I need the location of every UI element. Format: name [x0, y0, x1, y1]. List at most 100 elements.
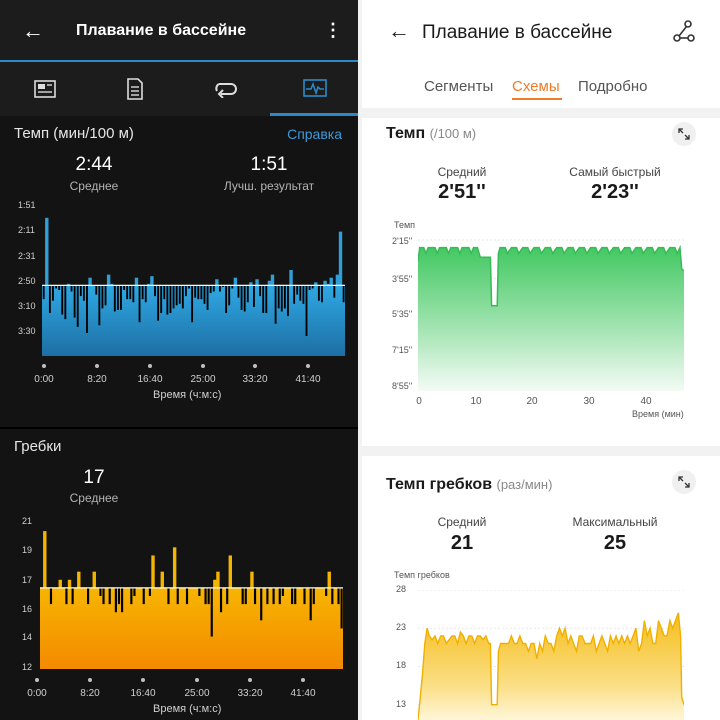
- strokes-bar: [185, 587, 189, 605]
- strokes-bar: [253, 587, 257, 605]
- pace-bar: [237, 285, 240, 298]
- pace-y-tick-label: 3'55'': [392, 274, 413, 284]
- strokes-bar: [281, 587, 284, 596]
- strokes-avg-value: 17: [83, 467, 105, 488]
- strokes-bar: [86, 587, 90, 605]
- pace-bar: [335, 274, 340, 286]
- pace-bar: [342, 285, 345, 303]
- pace-bar: [200, 285, 203, 300]
- strokes-bar: [102, 587, 105, 605]
- strokes-bar: [294, 587, 297, 605]
- left-app-header: ← Плавание в бассейне ⋮: [0, 0, 360, 60]
- strokes-bar: [172, 547, 177, 588]
- pace-y-tick-label: 3:30: [18, 326, 36, 336]
- strokes-bar: [67, 579, 72, 588]
- pace-bar: [76, 285, 79, 327]
- back-arrow-icon[interactable]: ←: [22, 18, 44, 43]
- pace-bar: [141, 285, 144, 300]
- tab-summary[interactable]: [0, 62, 90, 116]
- section-separator: [362, 108, 720, 118]
- pace-bar: [228, 285, 231, 306]
- section-separator: [362, 446, 720, 456]
- stroke-rate-area: [418, 612, 684, 720]
- pace-bar: [206, 285, 209, 310]
- pace-bar: [299, 285, 302, 301]
- strokes-x-tick-dot: [141, 678, 145, 682]
- help-link[interactable]: Справка: [287, 126, 342, 142]
- back-arrow-icon[interactable]: ←: [388, 18, 410, 43]
- pace-bar: [287, 285, 289, 317]
- summary-icon: [34, 80, 56, 98]
- pace-bar: [314, 282, 318, 286]
- tab-more-details[interactable]: Подробно: [578, 78, 648, 95]
- stroke-rate-y-tick-label: 28: [396, 584, 407, 594]
- strokes-bar: [198, 587, 201, 596]
- pace-y-tick-label: 3:10: [18, 301, 36, 311]
- pace-bar: [101, 285, 104, 309]
- stroke-rate-max-value: 25: [603, 532, 627, 554]
- pace-bar: [188, 285, 190, 289]
- pace-bar: [333, 285, 336, 298]
- expand-icon[interactable]: [672, 122, 696, 146]
- pace-bar: [203, 285, 206, 304]
- strokes-x-tick-dot: [195, 678, 199, 682]
- pace-bar: [116, 285, 119, 310]
- pace-x-tick-label: 10: [470, 396, 482, 407]
- expand-icon[interactable]: [672, 470, 696, 494]
- pace-bar: [212, 285, 215, 292]
- pace-bar: [120, 285, 122, 310]
- stroke-rate-unit: (раз/мин): [496, 477, 553, 492]
- tab-details[interactable]: [90, 62, 180, 116]
- pace-bar: [194, 285, 197, 298]
- stroke-rate-max-label: Максимальный: [572, 515, 658, 529]
- stroke-rate-area-chart: [418, 590, 684, 720]
- pace-bar: [231, 285, 234, 289]
- more-options-icon[interactable]: ⋮: [324, 20, 342, 40]
- right-page-title: Плавание в бассейне: [422, 22, 613, 43]
- pace-bar: [98, 285, 101, 326]
- details-icon: [127, 78, 143, 100]
- tab-laps[interactable]: [180, 62, 270, 116]
- pace-y-tick-label: 5'35'': [392, 309, 413, 319]
- pace-x-tick-label: 33:20: [242, 374, 268, 385]
- strokes-bar: [71, 587, 74, 605]
- strokes-x-tick-dot: [88, 678, 92, 682]
- strokes-bar: [43, 531, 47, 588]
- strokes-bar: [266, 587, 269, 605]
- strokes-bar: [331, 587, 334, 605]
- right-phone-screen: ← Плавание в бассейне Сегменты Схемы Под…: [362, 0, 720, 720]
- pace-x-tick-label: 25:00: [190, 374, 216, 385]
- pace-bar: [240, 285, 243, 310]
- strokes-bar: [219, 587, 223, 613]
- pace-line: [418, 244, 684, 307]
- pace-bar: [270, 274, 275, 286]
- strokes-bar: [151, 555, 155, 588]
- pace-bar: [104, 285, 107, 306]
- pace-bar: [48, 285, 51, 314]
- pace-bar: [191, 285, 194, 323]
- pace-x-tick-label: 0: [416, 396, 422, 407]
- pace-y-tick-label: 2:50: [18, 276, 36, 286]
- strokes-avg-label: Среднее: [69, 491, 119, 505]
- share-icon[interactable]: [672, 20, 696, 47]
- stroke-rate-y-tick-label: 18: [396, 660, 407, 671]
- strokes-x-tick-dot: [35, 678, 39, 682]
- pace-x-tick-label: 8:20: [87, 374, 107, 385]
- strokes-bar: [303, 587, 306, 605]
- pace-bar: [181, 285, 184, 309]
- pace-bar-chart: [42, 217, 345, 356]
- stroke-rate-line: [418, 612, 684, 720]
- pace-bar: [305, 285, 308, 337]
- strokes-x-title: Время (ч:м:с): [153, 703, 222, 715]
- tab-charts[interactable]: [270, 62, 360, 116]
- tab-segments[interactable]: Сегменты: [424, 78, 494, 95]
- pace-bar: [126, 285, 129, 300]
- pace-bar: [132, 285, 135, 303]
- stroke-rate-y-title: Темп гребков: [394, 570, 450, 580]
- tab-schemes[interactable]: Схемы: [512, 78, 560, 95]
- pace-x-tick-dot: [42, 364, 46, 368]
- pace-bar: [222, 285, 224, 287]
- strokes-section-title: Гребки: [14, 438, 62, 455]
- pace-bar: [184, 285, 187, 297]
- strokes-bar: [327, 571, 331, 588]
